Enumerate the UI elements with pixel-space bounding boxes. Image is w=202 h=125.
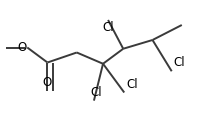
Text: Cl: Cl xyxy=(126,78,138,91)
Text: Cl: Cl xyxy=(90,86,102,99)
Text: O: O xyxy=(17,41,26,54)
Text: O: O xyxy=(43,76,52,89)
Text: Cl: Cl xyxy=(102,21,114,34)
Text: Cl: Cl xyxy=(174,56,185,69)
